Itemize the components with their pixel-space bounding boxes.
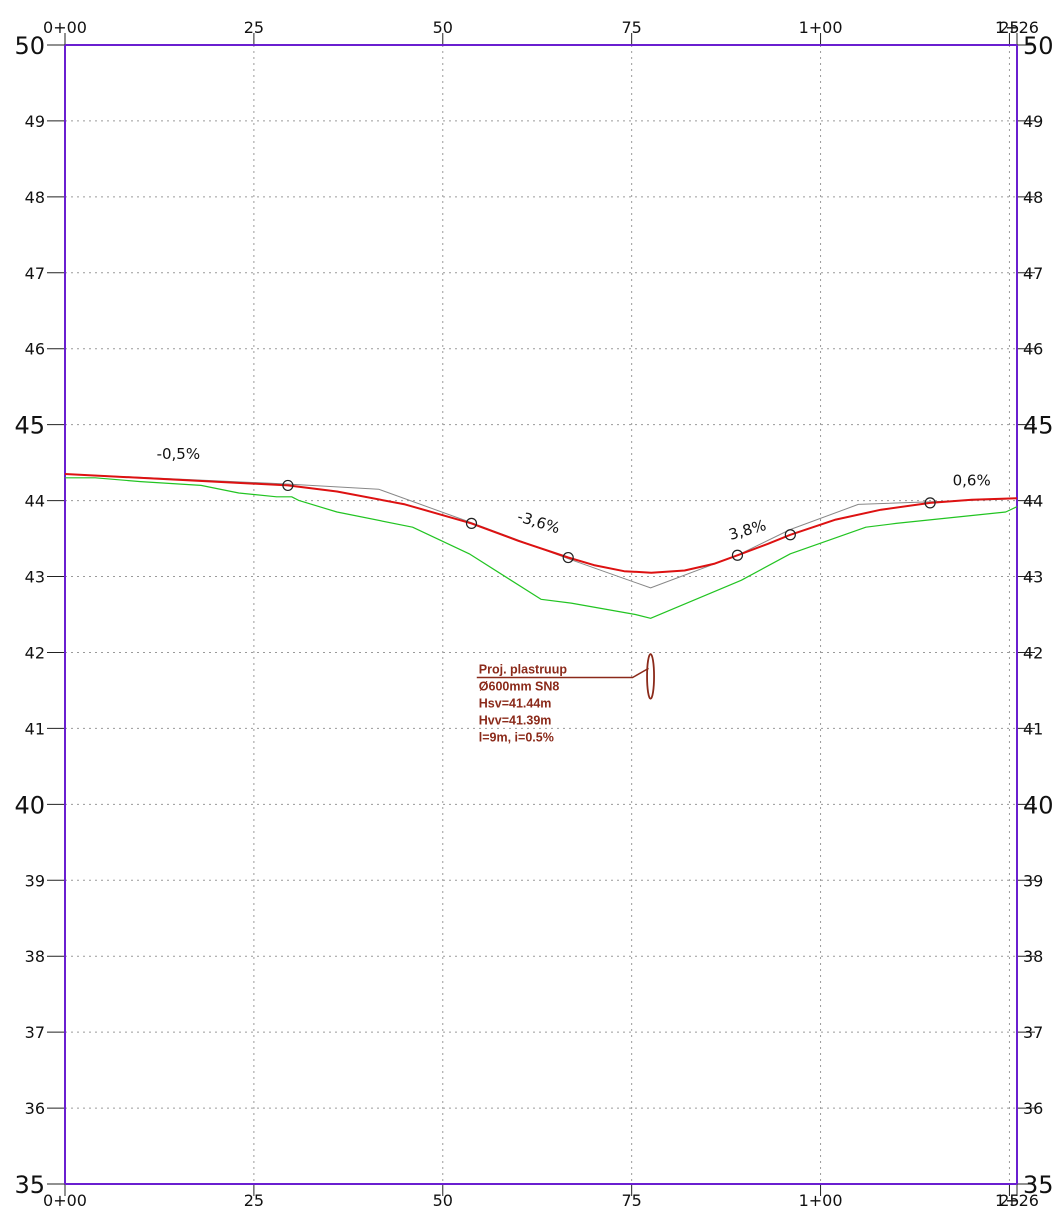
vertex-marker — [465, 517, 478, 529]
x-tick-label-top: 50 — [433, 18, 453, 37]
y-tick-label-left: 35 — [14, 1171, 45, 1199]
pipe-note-line: Hvv=41.39m — [479, 714, 552, 728]
y-tick-label-right: 50 — [1023, 32, 1054, 60]
y-tick-label-left: 41 — [25, 719, 45, 738]
profile-series-2 — [64, 473, 1018, 574]
y-tick-label-right: 41 — [1023, 719, 1043, 738]
x-tick-label-top: 25 — [244, 18, 264, 37]
x-tick-label-bottom: 1+26 — [995, 1191, 1039, 1208]
vertex-markers — [282, 479, 936, 564]
grade-label: 0,6% — [953, 471, 991, 489]
x-tick-label-top: 25 — [999, 18, 1019, 37]
y-tick-label-right: 42 — [1023, 643, 1043, 662]
grade-label: 3,8% — [727, 516, 769, 544]
y-tick-label-left: 39 — [25, 871, 45, 890]
y-tick-label-left: 38 — [25, 947, 45, 966]
y-tick-label-right: 45 — [1023, 412, 1054, 440]
y-tick-label-right: 43 — [1023, 568, 1043, 587]
y-tick-label-right: 35 — [1023, 1171, 1054, 1199]
x-tick-label-bottom: 25 — [999, 1191, 1019, 1208]
x-tick-label-bottom: 1+00 — [799, 1191, 843, 1208]
y-tick-label-right: 44 — [1023, 492, 1043, 511]
x-tick-label-top: 1+00 — [799, 18, 843, 37]
grid-lines — [65, 45, 1017, 1184]
y-tick-label-right: 39 — [1023, 871, 1043, 890]
pipe-leader-line — [476, 667, 649, 679]
y-tick-label-left: 47 — [25, 264, 45, 283]
y-tick-label-left: 48 — [25, 188, 45, 207]
y-tick-label-left: 50 — [14, 32, 45, 60]
pipe-note-line: Proj. plastruup — [479, 663, 568, 677]
vertex-marker — [282, 479, 294, 492]
vertex-marker — [562, 551, 574, 564]
y-tick-label-right: 36 — [1023, 1099, 1043, 1118]
pipe-note-line: Ø600mm SN8 — [479, 680, 560, 694]
y-tick-label-left: 42 — [25, 643, 45, 662]
x-tick-label-bottom: 0+00 — [43, 1191, 87, 1208]
x-tick-label-top: 1+26 — [995, 18, 1039, 37]
grade-labels: -0,5% -3,6% 3,8% 0,6% — [157, 445, 991, 544]
vertex-marker — [731, 549, 744, 561]
x-tick-label-bottom: 75 — [621, 1191, 641, 1208]
grade-label: -0,5% — [157, 445, 201, 463]
vertex-marker — [784, 529, 796, 541]
vertex-marker — [924, 497, 936, 509]
y-tick-label-left: 45 — [14, 412, 45, 440]
y-tick-label-right: 40 — [1023, 791, 1054, 819]
pipe-annotation: Proj. plastruup Ø600mm SN8 Hsv=41.44m Hvv=4… — [476, 653, 655, 745]
y-tick-label-left: 40 — [14, 791, 45, 819]
pipe-section-ellipse — [646, 653, 655, 700]
tick-labels: 50 50 49 49 48 48 47 47 46 46 45 45 44 44 43 43 42 42 41 41… — [14, 18, 1053, 1208]
pipe-note-line: Hsv=41.44m — [479, 697, 552, 711]
y-tick-label-left: 49 — [25, 112, 45, 131]
y-tick-label-right: 46 — [1023, 340, 1043, 359]
profile-series-0 — [65, 477, 1018, 619]
grade-label: -3,6% — [515, 507, 562, 537]
y-tick-label-left: 37 — [25, 1023, 45, 1042]
x-tick-label-top: 75 — [621, 18, 641, 37]
plot-frame — [47, 33, 1035, 1196]
y-tick-label-right: 38 — [1023, 947, 1043, 966]
x-tick-label-bottom: 25 — [244, 1191, 264, 1208]
profile-lines — [64, 473, 1018, 619]
profile-series-1 — [64, 473, 1018, 589]
y-tick-label-left: 44 — [25, 492, 45, 511]
y-tick-label-right: 49 — [1023, 112, 1043, 131]
y-tick-label-left: 46 — [25, 340, 45, 359]
y-tick-label-left: 36 — [25, 1099, 45, 1118]
y-tick-label-right: 48 — [1023, 188, 1043, 207]
pipe-note-line: l=9m, i=0.5% — [479, 731, 554, 745]
x-tick-label-bottom: 50 — [433, 1191, 453, 1208]
y-tick-label-right: 37 — [1023, 1023, 1043, 1042]
y-tick-label-right: 47 — [1023, 264, 1043, 283]
y-tick-label-left: 43 — [25, 568, 45, 587]
x-tick-label-top: 0+00 — [43, 18, 87, 37]
